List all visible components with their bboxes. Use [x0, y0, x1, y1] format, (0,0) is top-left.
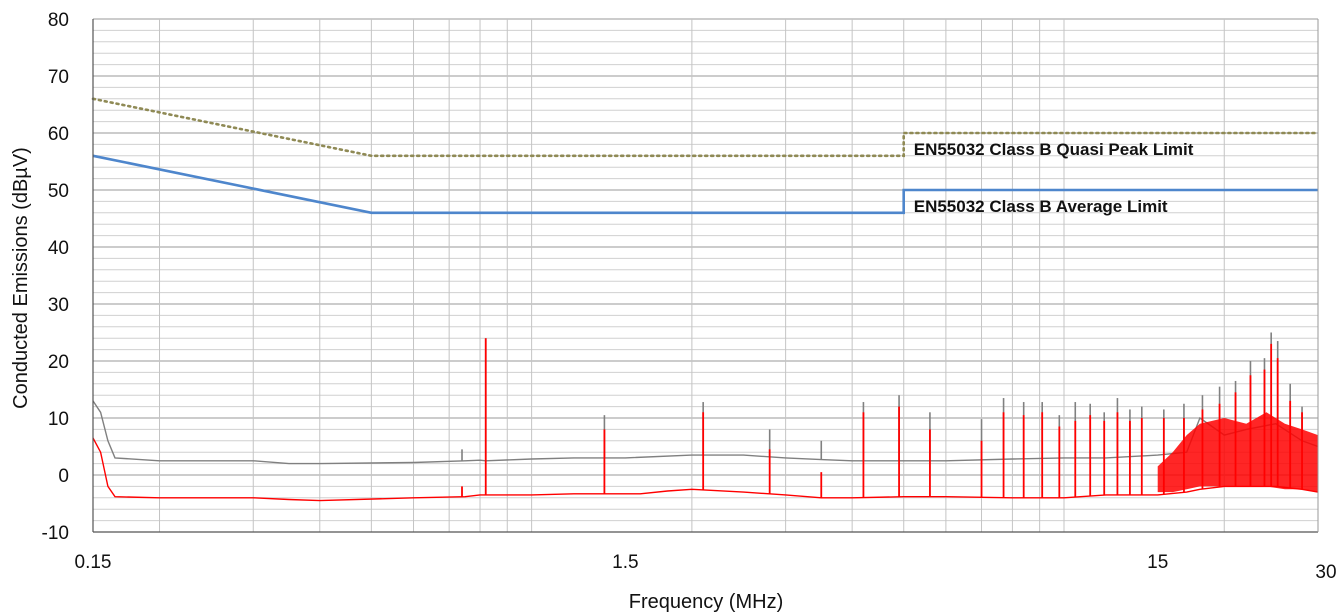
- x-tick-label: 1.5: [612, 552, 638, 573]
- y-tick-label: 0: [58, 466, 69, 487]
- y-tick-label: 50: [48, 181, 69, 202]
- series-layer: [91, 97, 1320, 502]
- y-tick-label: 70: [48, 67, 69, 88]
- y-tick-label: 40: [48, 238, 69, 259]
- average-trace: [92, 437, 1319, 502]
- average-noise-band: [1157, 412, 1318, 493]
- avg-limit-line: [92, 154, 1318, 215]
- avg-limit-label: EN55032 Class B Average Limit: [914, 197, 1168, 216]
- y-tick-label: -10: [42, 523, 69, 544]
- y-tick-label: 30: [48, 295, 69, 316]
- y-axis-title: Conducted Emissions (dBµV): [10, 147, 32, 409]
- qp-limit-label: EN55032 Class B Quasi Peak Limit: [914, 140, 1194, 159]
- x-tick-label: 15: [1147, 552, 1168, 573]
- y-tick-label: 10: [48, 409, 69, 430]
- axes: -10 0 10 20 30 40 50 60 70 80 0.15 1.5 15 30: [42, 10, 1337, 583]
- y-tick-label: 60: [48, 124, 69, 145]
- grid: [93, 18, 1319, 533]
- x-tick-label: 30: [1315, 562, 1336, 583]
- peak-trace: [92, 400, 1319, 465]
- qp-limit-line: [91, 97, 1320, 158]
- x-axis-title: Frequency (MHz): [629, 591, 783, 613]
- y-tick-label: 80: [48, 10, 69, 31]
- y-tick-label: 20: [48, 352, 69, 373]
- labels: EN55032 Class B Quasi Peak Limit EN55032 …: [914, 140, 1194, 216]
- x-tick-label: 0.15: [75, 552, 112, 573]
